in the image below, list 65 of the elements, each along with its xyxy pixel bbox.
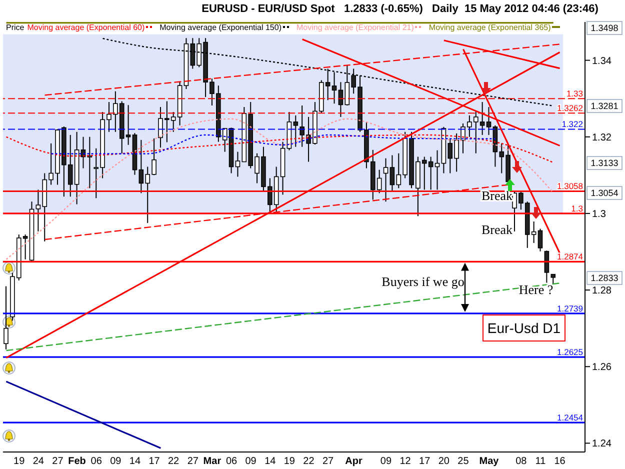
x-tick-label: May — [479, 456, 500, 467]
y-tick-label: 1.3 — [592, 208, 606, 220]
text: 1.3281 — [590, 101, 618, 112]
line-series — [6, 118, 554, 260]
annotation: Break — [481, 222, 514, 237]
candlestick — [235, 151, 240, 178]
x-tick-label: 16 — [554, 456, 566, 467]
y-tick-label: 1.32 — [592, 132, 612, 144]
ref-line-label: 1.2739 — [557, 303, 584, 314]
x-tick-label: 19 — [14, 456, 26, 467]
y-tick-label: 1.28 — [592, 286, 612, 297]
annotation: Eur-Usd D1 — [487, 320, 561, 336]
legend-label: Moving average (Exponential 60) — [27, 23, 146, 32]
x-tick-label: 20 — [438, 456, 450, 467]
x-tick-label: 09 — [110, 456, 122, 467]
x-tick-label: 17 — [148, 456, 160, 467]
x-tick-label: 27 — [322, 456, 334, 467]
x-tick-label: 19 — [284, 456, 296, 467]
x-tick-label: 17 — [419, 456, 431, 467]
text: 1.3054 — [590, 188, 618, 198]
candlestick — [538, 228, 543, 252]
ref-line-label: 1.322 — [562, 119, 584, 130]
x-tick-label: 14 — [129, 456, 141, 467]
ref-line-label: 1.3 — [571, 203, 584, 214]
candlestick — [434, 150, 440, 190]
x-tick-label: 14 — [264, 456, 276, 467]
x-tick-label: 09 — [380, 456, 392, 467]
x-tick-label: 25 — [458, 456, 470, 467]
ref-line-label: 1.2625 — [557, 347, 584, 358]
legend-label: Moving average (Exponential 365) — [428, 23, 552, 32]
x-tick-label: Feb — [68, 456, 86, 467]
x-tick-label: 22 — [168, 456, 180, 467]
candlestick — [550, 274, 556, 285]
y-tick-label: 1.26 — [592, 362, 612, 374]
x-tick-label: 22 — [303, 456, 315, 467]
legend-title: Price — [6, 23, 24, 32]
ref-line-label: 1.2454 — [557, 412, 584, 423]
ref-line-label: 1.3262 — [557, 103, 584, 114]
x-tick-label: 11 — [535, 456, 546, 467]
y-tick-label: 1.34 — [592, 56, 612, 67]
text: 1.3498 — [590, 23, 618, 34]
x-tick-label: 27 — [187, 456, 199, 467]
chart-title: EURUSD - EUR/USD Spot 1.2833 (-0.65%) Daily 15 May 2012 04:46 (23:46) — [200, 3, 600, 15]
x-tick-label: 12 — [400, 456, 412, 467]
annotation: Here ? — [518, 282, 554, 297]
x-tick-label: 06 — [226, 456, 238, 467]
candlestick — [486, 106, 492, 136]
x-tick-label: Mar — [203, 456, 222, 467]
annotation: Buyers if we go — [382, 274, 464, 289]
ref-line-label: 1.2874 — [557, 252, 584, 262]
legend-label: Moving average (Exponential 150) — [160, 23, 282, 32]
candlestick — [383, 158, 388, 202]
x-tick-label: 09 — [245, 456, 257, 467]
text: 1.3133 — [590, 158, 618, 168]
y-tick-label: 1.24 — [592, 438, 612, 450]
x-tick-label: 08 — [516, 456, 528, 467]
text: 1.2833 — [590, 273, 618, 284]
x-tick-label: Apr — [345, 456, 363, 467]
ref-line-label: 1.3058 — [557, 181, 584, 192]
x-tick-label: 27 — [52, 456, 64, 467]
candlestick — [293, 114, 298, 148]
legend-label: Moving average (Exponential 21) — [296, 23, 415, 32]
ref-line-label: 1.33 — [566, 88, 584, 99]
x-tick-label: 06 — [90, 456, 102, 467]
x-tick-label: 24 — [32, 456, 44, 467]
